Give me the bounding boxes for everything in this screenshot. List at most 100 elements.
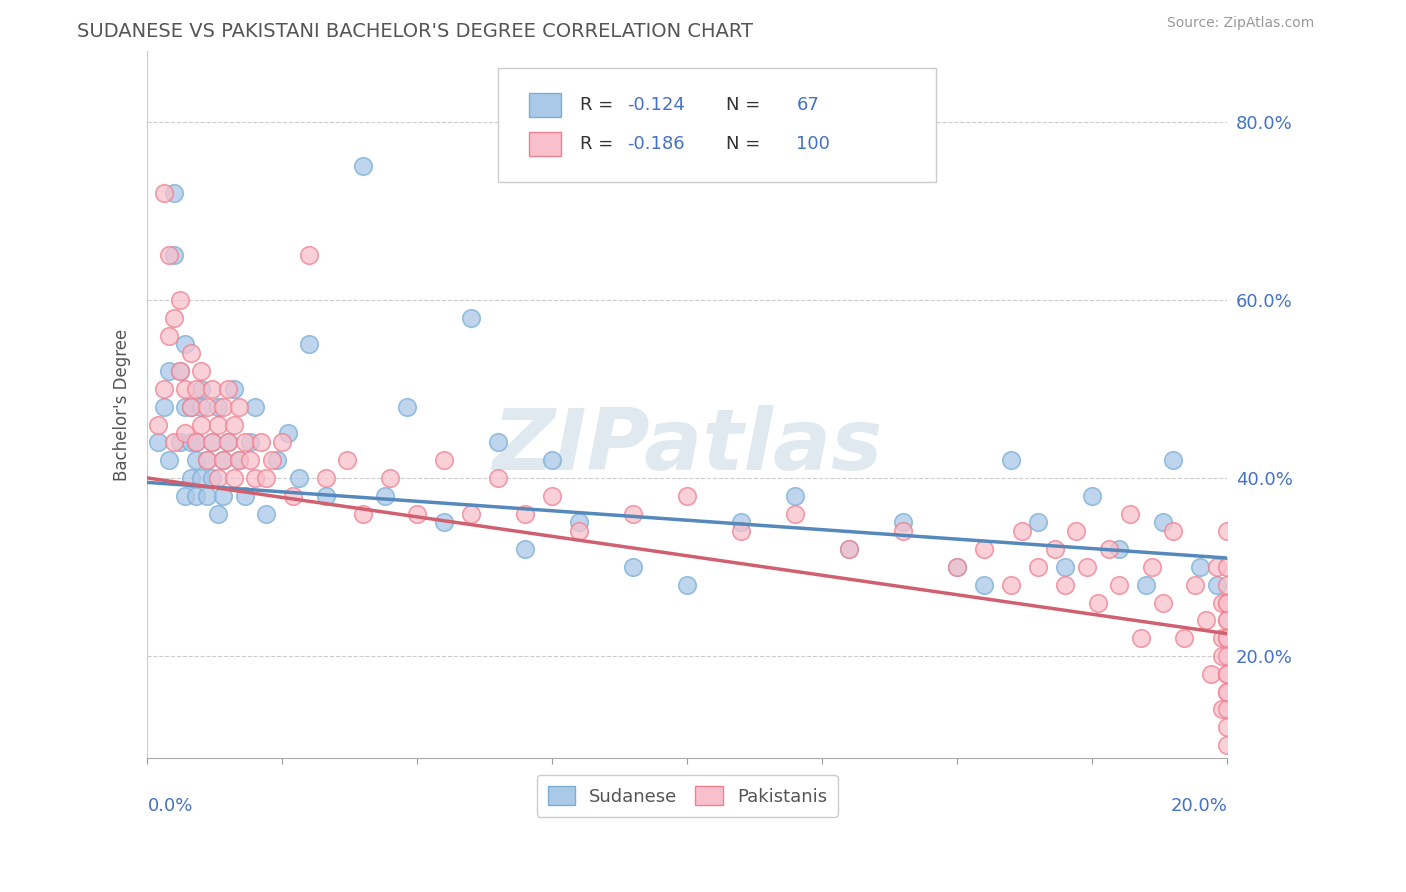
- Point: [1211, 648, 1233, 663]
- Point: [1028, 516, 1050, 530]
- Text: SUDANESE VS PAKISTANI BACHELOR'S DEGREE CORRELATION CHART: SUDANESE VS PAKISTANI BACHELOR'S DEGREE …: [77, 22, 754, 41]
- Point: [1216, 613, 1239, 627]
- Point: [169, 364, 191, 378]
- Point: [1216, 578, 1239, 592]
- Point: [277, 426, 299, 441]
- Point: [169, 364, 191, 378]
- Point: [157, 364, 180, 378]
- Point: [212, 489, 235, 503]
- Point: [1216, 631, 1239, 645]
- Text: N =: N =: [727, 96, 761, 114]
- Point: [228, 453, 250, 467]
- Point: [239, 435, 262, 450]
- Point: [180, 471, 202, 485]
- Point: [298, 337, 321, 351]
- Point: [212, 400, 235, 414]
- Point: [228, 453, 250, 467]
- Point: [152, 400, 174, 414]
- Point: [460, 507, 482, 521]
- Point: [1173, 631, 1195, 645]
- Point: [946, 560, 969, 574]
- Point: [148, 417, 170, 432]
- Point: [180, 435, 202, 450]
- Point: [1119, 507, 1142, 521]
- Point: [287, 471, 309, 485]
- Point: [1054, 578, 1077, 592]
- Point: [515, 542, 537, 557]
- Point: [1216, 666, 1239, 681]
- Point: [406, 507, 429, 521]
- Point: [249, 435, 271, 450]
- Point: [1189, 560, 1212, 574]
- Point: [1216, 738, 1239, 752]
- Point: [676, 489, 699, 503]
- Point: [201, 471, 224, 485]
- Point: [1000, 578, 1022, 592]
- Point: [1135, 578, 1157, 592]
- Point: [184, 382, 207, 396]
- Text: ZIPatlas: ZIPatlas: [492, 406, 883, 489]
- Point: [1140, 560, 1163, 574]
- Point: [315, 489, 337, 503]
- Point: [568, 516, 591, 530]
- Point: [169, 293, 191, 307]
- Point: [180, 400, 202, 414]
- Point: [621, 507, 644, 521]
- Point: [190, 400, 212, 414]
- FancyBboxPatch shape: [529, 132, 561, 156]
- Point: [433, 453, 456, 467]
- Point: [1163, 453, 1185, 467]
- Point: [233, 435, 256, 450]
- Point: [201, 435, 224, 450]
- Point: [395, 400, 418, 414]
- Point: [283, 489, 305, 503]
- Point: [195, 453, 218, 467]
- Point: [1081, 489, 1104, 503]
- Point: [460, 310, 482, 325]
- Point: [893, 524, 915, 539]
- Point: [184, 435, 207, 450]
- Point: [515, 507, 537, 521]
- Text: N =: N =: [727, 135, 761, 153]
- Point: [568, 524, 591, 539]
- Point: [838, 542, 860, 557]
- Legend: Sudanese, Pakistanis: Sudanese, Pakistanis: [537, 775, 838, 816]
- Point: [336, 453, 359, 467]
- Point: [174, 382, 197, 396]
- Point: [1211, 596, 1233, 610]
- Point: [486, 435, 509, 450]
- Point: [163, 186, 186, 200]
- Text: R =: R =: [581, 135, 620, 153]
- Point: [1216, 560, 1239, 574]
- Point: [785, 507, 807, 521]
- Y-axis label: Bachelor's Degree: Bachelor's Degree: [114, 328, 131, 481]
- Point: [212, 453, 235, 467]
- Point: [217, 435, 239, 450]
- Point: [1152, 516, 1174, 530]
- Point: [174, 337, 197, 351]
- Point: [433, 516, 456, 530]
- Point: [1216, 648, 1239, 663]
- Point: [207, 417, 229, 432]
- Text: 67: 67: [796, 96, 820, 114]
- Point: [184, 453, 207, 467]
- Point: [152, 186, 174, 200]
- Point: [184, 435, 207, 450]
- Point: [621, 560, 644, 574]
- Point: [1195, 613, 1218, 627]
- Point: [190, 417, 212, 432]
- Point: [1097, 542, 1119, 557]
- Point: [180, 400, 202, 414]
- Point: [1216, 720, 1239, 734]
- Point: [1076, 560, 1098, 574]
- Point: [254, 507, 277, 521]
- Point: [374, 489, 396, 503]
- Point: [1216, 631, 1239, 645]
- Point: [973, 578, 995, 592]
- Point: [1130, 631, 1153, 645]
- FancyBboxPatch shape: [498, 69, 936, 182]
- Point: [174, 489, 197, 503]
- Point: [1043, 542, 1066, 557]
- Text: -0.186: -0.186: [627, 135, 685, 153]
- Point: [201, 382, 224, 396]
